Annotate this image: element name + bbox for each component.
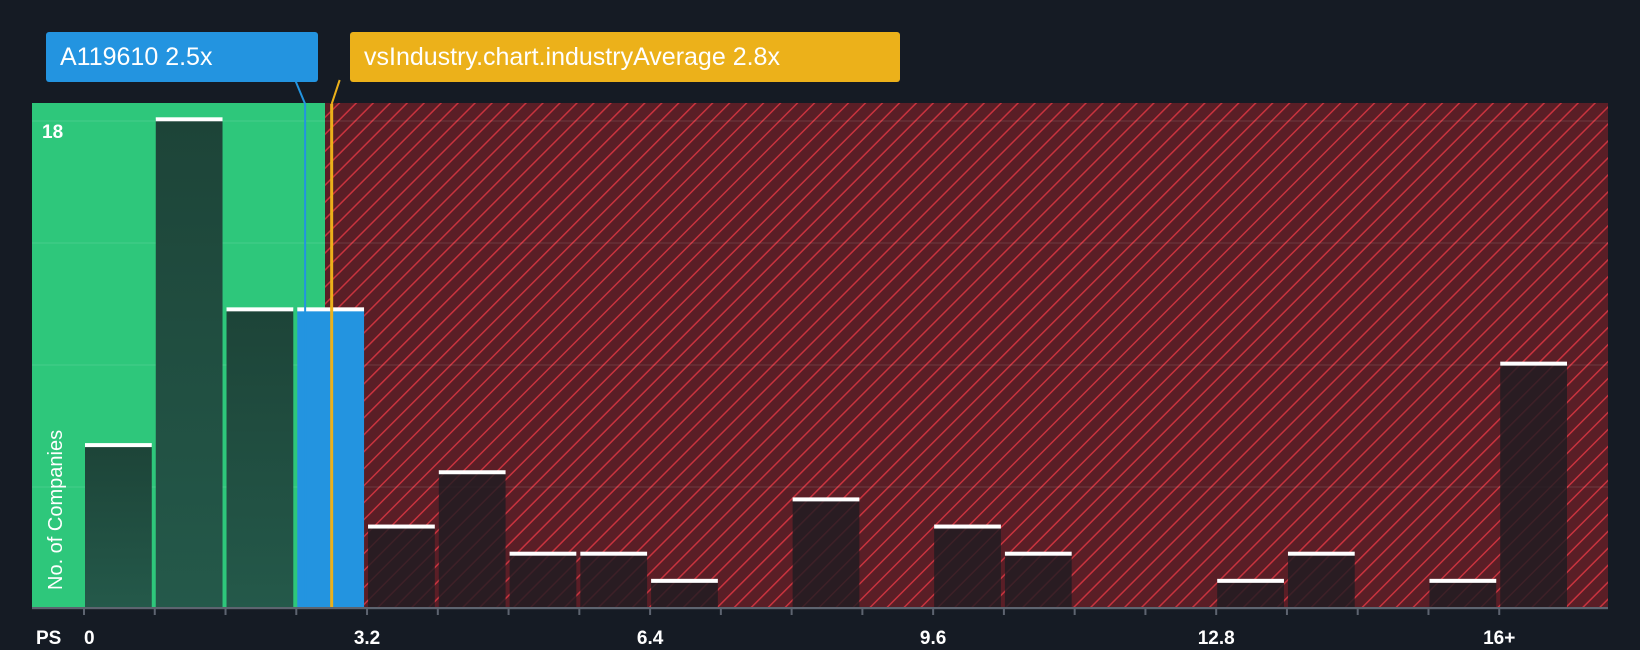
histogram-bar — [792, 499, 860, 608]
histogram-bar — [580, 553, 648, 608]
bar-cap — [1500, 361, 1567, 366]
overvalued-zone — [325, 103, 1608, 608]
bar-cap — [438, 470, 506, 475]
industry-average-callout: vsIndustry.chart.industryAverage 2.8x — [350, 32, 900, 82]
histogram-bar — [1287, 553, 1355, 608]
x-tick-label: 3.2 — [354, 628, 380, 649]
y-tick-label: 18 — [42, 122, 63, 143]
bar-cap — [792, 497, 860, 502]
bar-cap — [1217, 578, 1284, 583]
bar-cap — [368, 524, 435, 529]
histogram-bar — [934, 526, 1001, 608]
histogram-bar — [1429, 580, 1497, 608]
x-tick-label: 16+ — [1483, 628, 1515, 649]
x-axis: 0 3.2 6.4 9.6 12.8 16+ — [32, 607, 1608, 649]
x-axis-label: PS — [36, 628, 61, 649]
histogram-bar — [226, 309, 294, 608]
bar-cap — [85, 443, 152, 448]
bar-cap — [580, 551, 648, 556]
x-tick-label: 9.6 — [920, 628, 946, 649]
company-marker-connector — [294, 79, 307, 105]
histogram-bar — [368, 526, 435, 608]
y-axis-label: No. of Companies — [45, 430, 67, 590]
bar-cap — [651, 578, 718, 583]
markers — [294, 79, 341, 608]
bar-cap — [509, 551, 577, 556]
bar-cap — [1429, 578, 1497, 583]
histogram-bar — [1004, 553, 1072, 608]
x-tick-label: 12.8 — [1198, 628, 1235, 649]
bar-cap — [1287, 551, 1355, 556]
bar-cap — [934, 524, 1001, 529]
x-tick-label: 6.4 — [637, 628, 664, 649]
bar-cap — [155, 117, 223, 122]
bar-cap — [226, 307, 294, 312]
bar-cap — [1004, 551, 1072, 556]
x-tick-label: 0 — [84, 628, 95, 649]
industry-marker-connector — [330, 79, 341, 105]
histogram-bar — [651, 580, 718, 608]
histogram-bar — [438, 472, 506, 608]
histogram-bar — [1500, 363, 1567, 608]
histogram-bar — [509, 553, 577, 608]
histogram-bar — [85, 445, 152, 608]
histogram-bar — [1217, 580, 1284, 608]
company-ps-callout: A119610 2.5x — [46, 32, 318, 82]
histogram-bar — [155, 119, 223, 609]
